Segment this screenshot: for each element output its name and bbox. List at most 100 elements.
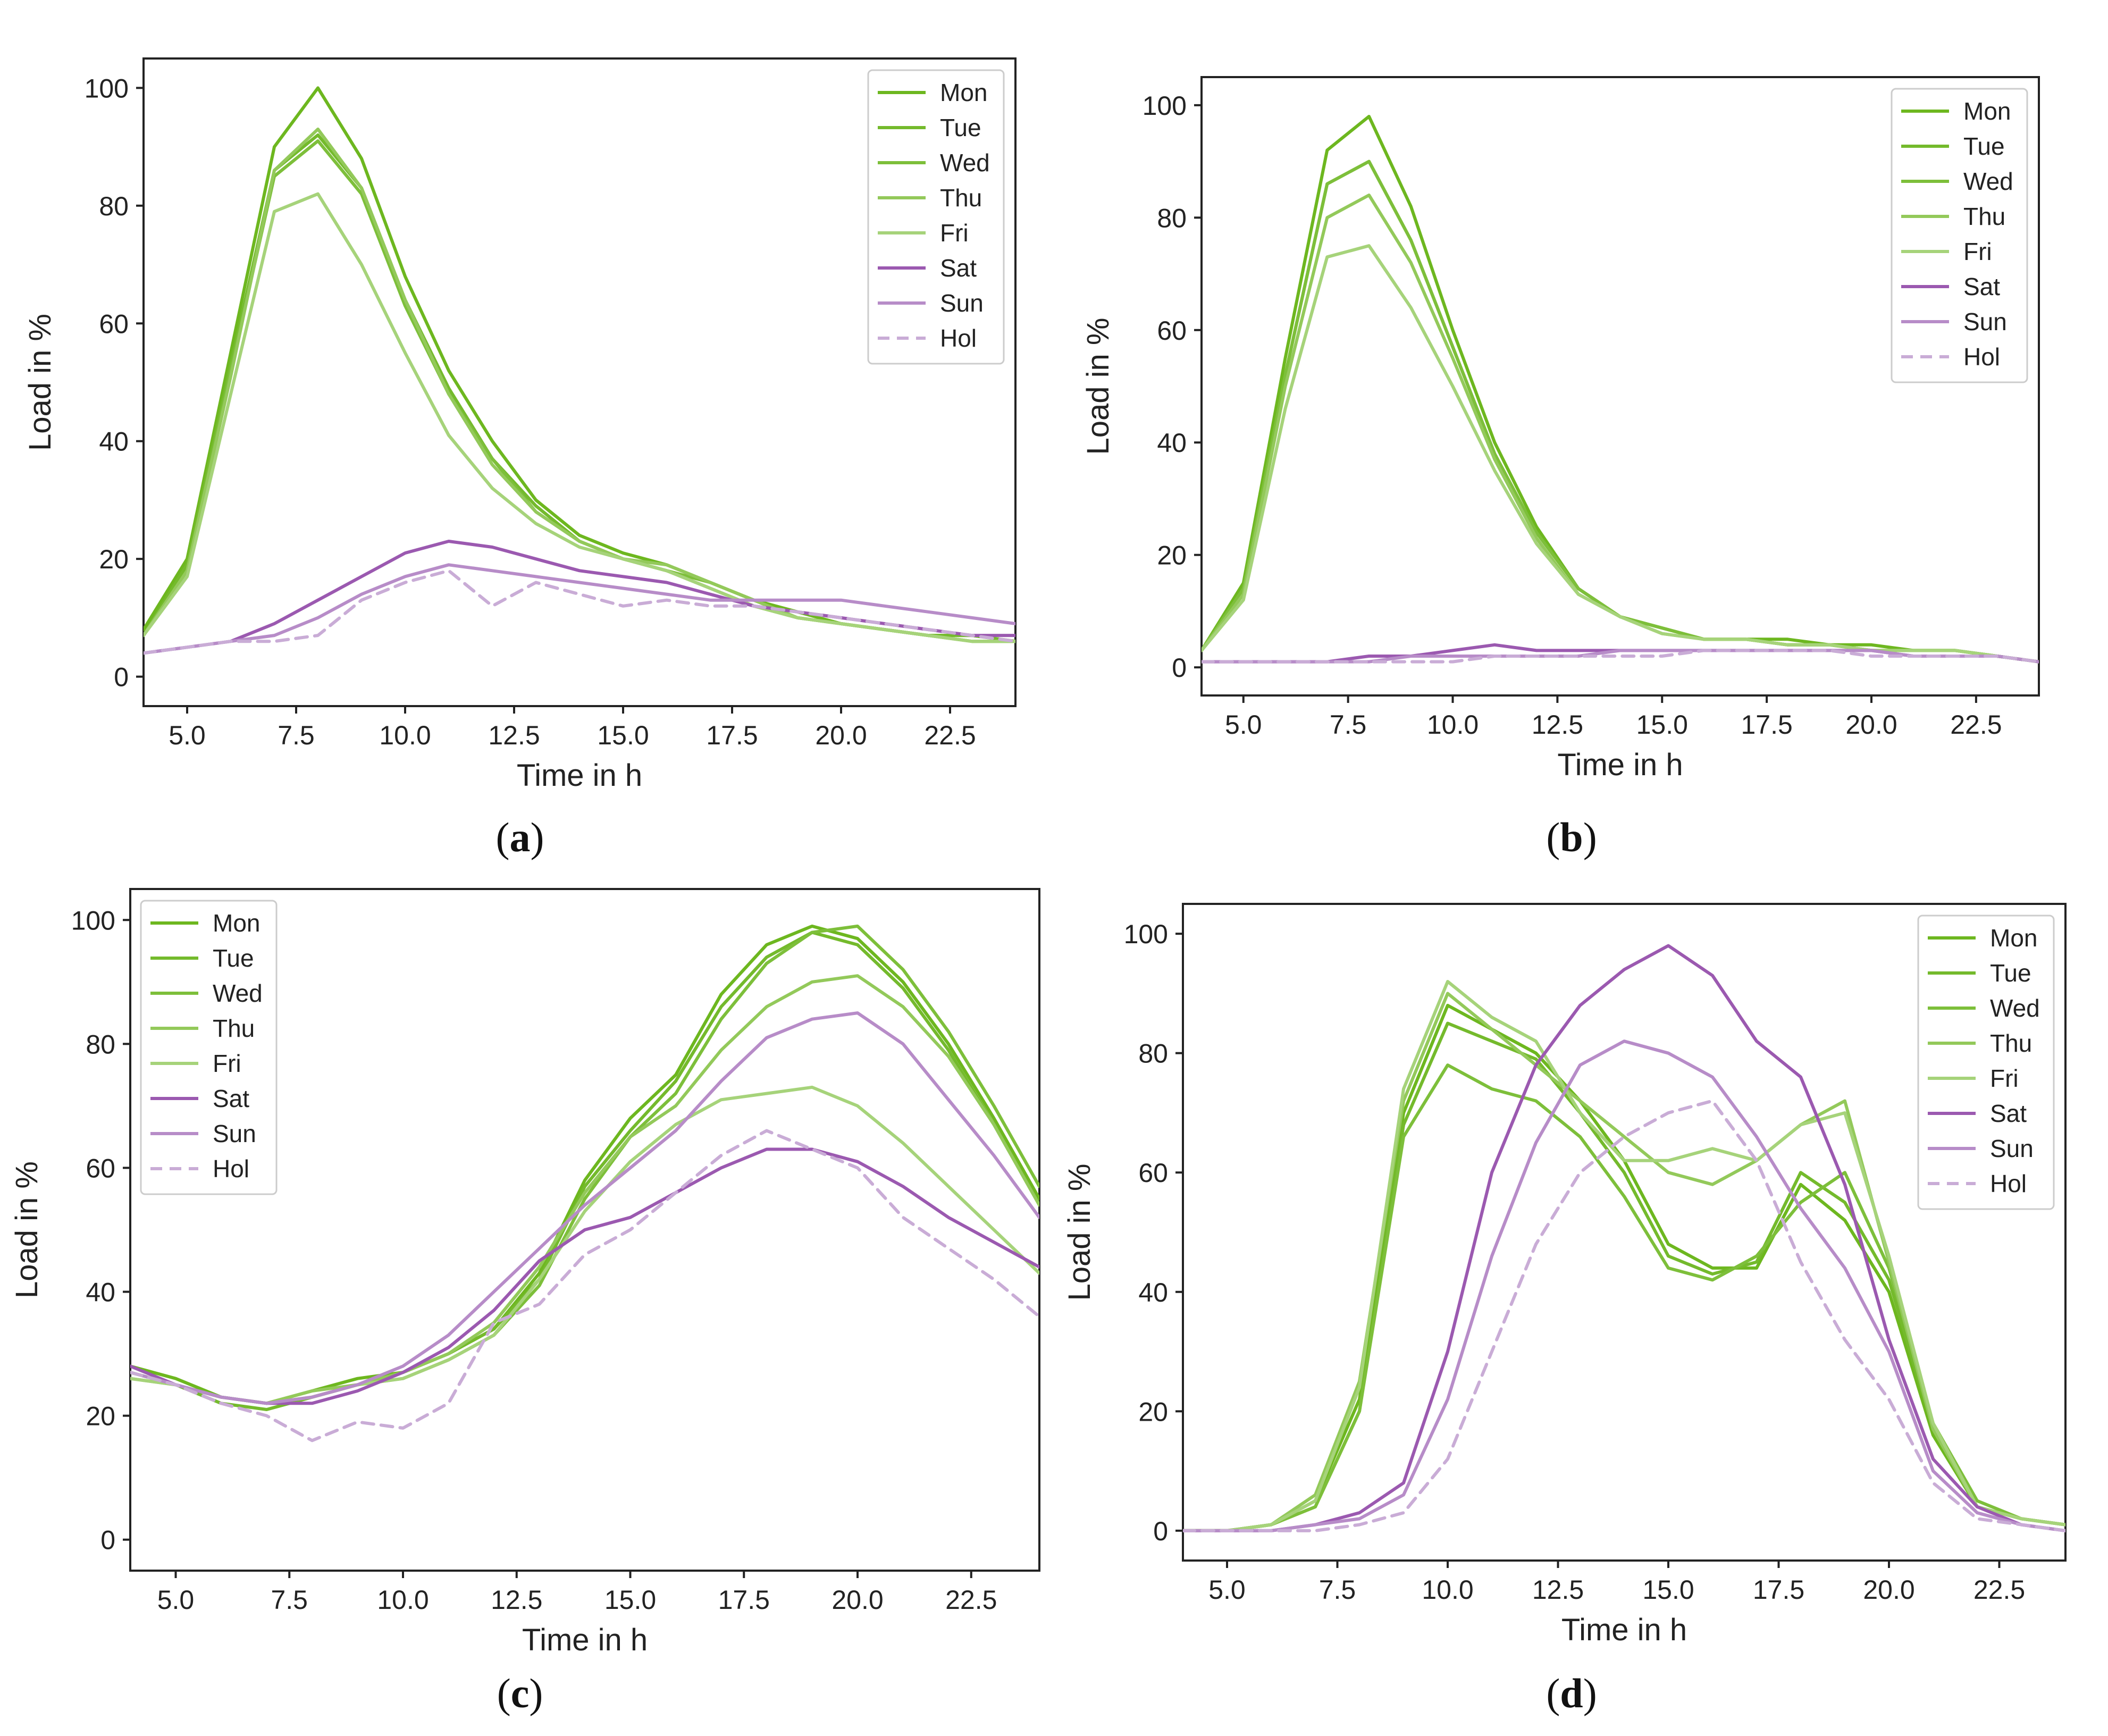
y-tick-label: 60: [99, 309, 129, 339]
legend-label-sat: Sat: [1990, 1100, 2027, 1127]
y-tick-label: 80: [86, 1029, 115, 1059]
series-line-fri: [1183, 980, 2065, 1532]
plot-frame-b: [1200, 76, 2040, 697]
y-axis-label: Load in %: [1062, 1164, 1097, 1301]
caption-a: (a): [495, 814, 544, 860]
series-line-sat: [1202, 643, 2039, 664]
x-tick-label: 10.0: [1427, 710, 1479, 740]
legend-box: [1891, 88, 2028, 383]
y-tick-label: 20: [99, 544, 129, 574]
y-tick-label: 0: [1153, 1516, 1168, 1546]
legend-d: Mon Tue Wed Thu Fri Sat Sun Hol: [1917, 915, 2055, 1210]
legend-label-sat: Sat: [1963, 273, 2000, 300]
x-tick-label: 15.0: [604, 1585, 656, 1615]
x-tick-label: 12.5: [491, 1585, 542, 1615]
x-tick-label: 17.5: [1753, 1575, 1804, 1605]
y-axis-label: Load in %: [23, 314, 57, 451]
x-tick-label: 15.0: [597, 720, 649, 750]
x-tick-label: 7.5: [1319, 1575, 1356, 1605]
series-line-sun: [1183, 1039, 2065, 1532]
y-tick-label: 80: [1157, 203, 1187, 233]
x-tick-label: 12.5: [488, 720, 540, 750]
legend-label-thu: Thu: [213, 1014, 255, 1042]
x-tick-label: 10.0: [379, 720, 431, 750]
legend-b: Mon Tue Wed Thu Fri Sat Sun Hol: [1891, 88, 2028, 383]
legend-a: Mon Tue Wed Thu Fri Sat Sun Hol: [867, 69, 1005, 365]
x-tick-label: 17.5: [1741, 710, 1792, 740]
legend-label-fri: Fri: [213, 1050, 241, 1077]
legend-label-fri: Fri: [940, 219, 969, 247]
y-tick-label: 0: [100, 1525, 115, 1555]
y-tick-label: 100: [71, 905, 115, 935]
x-tick-label: 22.5: [1973, 1575, 2025, 1605]
chart-b: 5.0 7.5 10.0 12.5 15.0 17.5 20.0 22.5 0 20 40 60 80 1…: [1081, 76, 2040, 782]
legend-label-mon: Mon: [1963, 97, 2011, 125]
series-line-fri: [144, 192, 1015, 643]
legend-label-mon: Mon: [1990, 924, 2037, 952]
series-line-hol: [1202, 649, 2039, 664]
plot-frame-d: [1182, 903, 2067, 1562]
x-tick-label: 20.0: [1863, 1575, 1914, 1605]
legend-label-sun: Sun: [1963, 308, 2007, 336]
x-tick-label: 7.5: [271, 1585, 308, 1615]
y-tick-label: 20: [86, 1402, 115, 1431]
x-tick-label: 15.0: [1642, 1575, 1694, 1605]
x-axis-label: Time in h: [1557, 748, 1683, 782]
series-line-tue: [130, 930, 1039, 1411]
legend-label-sun: Sun: [940, 289, 984, 317]
series-line-hol: [1183, 1099, 2065, 1532]
chart-a: 5.0 7.5 10.0 12.5 15.0 17.5 20.0 22.5 0 20 40 60 80 1…: [23, 57, 1017, 793]
x-tick-label: 7.5: [1330, 710, 1367, 740]
caption-c: (c): [497, 1670, 543, 1716]
x-tick-label: 17.5: [718, 1585, 770, 1615]
x-tick-label: 5.0: [157, 1585, 195, 1615]
x-axis-label: Time in h: [517, 758, 642, 793]
legend-label-hol: Hol: [213, 1155, 249, 1183]
x-tick-label: 5.0: [1208, 1575, 1246, 1605]
legend-c: Mon Tue Wed Thu Fri Sat Sun Hol: [140, 900, 278, 1195]
legend-label-sun: Sun: [213, 1120, 256, 1147]
x-tick-label: 15.0: [1636, 710, 1688, 740]
plot-frame-c: [129, 888, 1040, 1572]
legend-label-wed: Wed: [1990, 994, 2040, 1022]
legend-box: [140, 900, 278, 1195]
legend-label-thu: Thu: [1963, 203, 2005, 230]
x-axis-label: Time in h: [1561, 1613, 1687, 1647]
chart-d: 5.0 7.5 10.0 12.5 15.0 17.5 20.0 22.5 0 20 40 60 80 1…: [1062, 903, 2067, 1647]
y-axis-label: Load in %: [1081, 318, 1115, 455]
series-line-hol: [144, 569, 1015, 655]
series-line-sun: [144, 563, 1015, 655]
x-tick-label: 10.0: [377, 1585, 429, 1615]
x-tick-label: 22.5: [945, 1585, 997, 1615]
legend-label-hol: Hol: [1990, 1170, 2027, 1197]
series-line-sat: [130, 1147, 1039, 1405]
x-tick-label: 10.0: [1422, 1575, 1473, 1605]
x-tick-label: 12.5: [1532, 1575, 1584, 1605]
x-axis-label: Time in h: [522, 1623, 648, 1657]
legend-label-sat: Sat: [213, 1085, 249, 1112]
x-tick-label: 22.5: [924, 720, 976, 750]
y-tick-label: 100: [1124, 919, 1168, 949]
y-tick-label: 100: [85, 73, 129, 103]
x-tick-label: 17.5: [706, 720, 758, 750]
y-tick-label: 0: [1172, 653, 1187, 683]
caption-d: (d): [1546, 1670, 1597, 1716]
y-tick-label: 20: [1138, 1397, 1168, 1427]
legend-label-hol: Hol: [940, 324, 977, 352]
y-tick-label: 40: [1157, 428, 1187, 458]
legend-label-thu: Thu: [940, 184, 982, 212]
x-tick-label: 20.0: [815, 720, 867, 750]
legend-label-sat: Sat: [940, 254, 977, 282]
x-tick-label: 12.5: [1532, 710, 1583, 740]
y-tick-label: 60: [1157, 316, 1187, 346]
legend-label-mon: Mon: [940, 79, 987, 106]
y-tick-label: 80: [1138, 1039, 1168, 1069]
legend-label-wed: Wed: [213, 979, 263, 1007]
legend-label-fri: Fri: [1963, 238, 1992, 265]
legend-label-wed: Wed: [1963, 167, 2013, 195]
y-tick-label: 40: [99, 427, 129, 457]
legend-label-tue: Tue: [213, 944, 254, 972]
legend-label-wed: Wed: [940, 149, 990, 177]
series-line-sat: [1183, 944, 2065, 1532]
